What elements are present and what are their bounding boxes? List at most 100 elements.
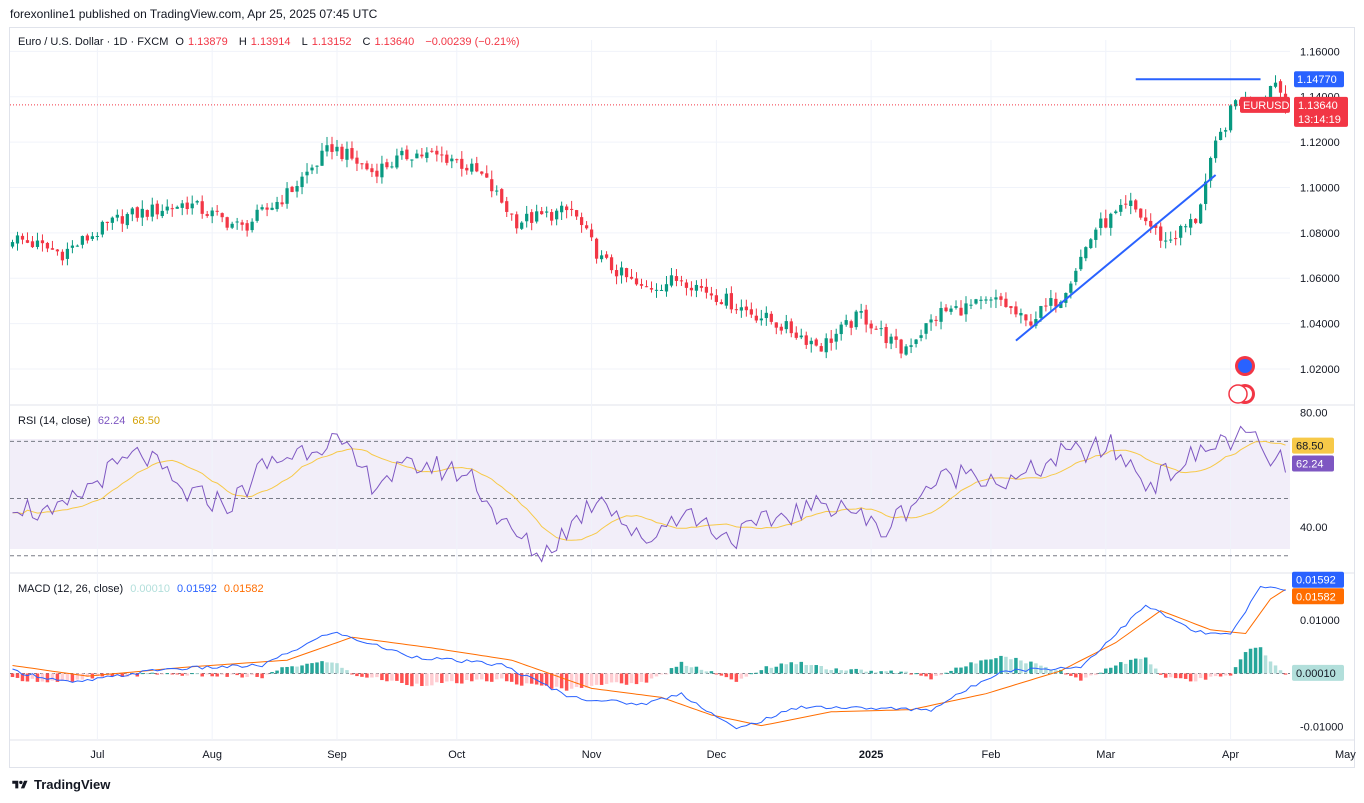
candle-body <box>545 211 549 213</box>
time-tick-label: Nov <box>582 749 602 761</box>
candle-body <box>794 332 798 338</box>
macd-histogram-bar <box>814 665 818 674</box>
candle-body <box>769 313 773 322</box>
candle-body <box>400 150 404 156</box>
candle-body <box>629 276 634 279</box>
macd-histogram-bar <box>874 672 878 674</box>
macd-histogram-bar <box>524 673 529 684</box>
macd-histogram-bar <box>1168 673 1173 678</box>
candle-body <box>460 158 464 169</box>
candle-body <box>814 339 818 346</box>
macd-histogram-bar <box>964 666 968 674</box>
tradingview-footer[interactable]: TradingView <box>10 777 110 792</box>
candle-body <box>869 323 873 329</box>
candle-body <box>1059 301 1063 308</box>
macd-histogram-bar <box>644 673 649 683</box>
macd-histogram-bar <box>554 673 559 687</box>
macd-histogram-bar <box>75 673 80 680</box>
time-tick-label: Aug <box>202 749 222 761</box>
macd-histogram-bar <box>924 673 928 677</box>
candle-body <box>230 223 234 228</box>
macd-histogram-bar <box>45 673 50 683</box>
candle-body <box>475 163 479 172</box>
macd-histogram-bar <box>759 670 764 674</box>
macd-histogram-bar <box>729 673 734 680</box>
macd-histogram-bar <box>480 673 484 680</box>
macd-histogram-bar <box>20 673 25 682</box>
macd-histogram-bar <box>779 663 784 674</box>
candle-body <box>924 323 928 334</box>
candle-body <box>1179 226 1183 238</box>
candle-body <box>450 158 454 162</box>
macd-histogram-bar <box>1263 655 1268 674</box>
candle-body <box>515 214 519 229</box>
macd-histogram-bar <box>649 673 654 679</box>
macd-histogram-bar <box>150 672 155 674</box>
macd-histogram-bar <box>170 673 174 675</box>
macd-histogram-bar <box>125 673 130 677</box>
macd-histogram-bar <box>25 673 30 682</box>
candle-body <box>929 319 933 323</box>
candle-body <box>979 299 983 301</box>
candle-body <box>445 154 449 163</box>
macd-histogram-bar <box>385 673 389 682</box>
macd-histogram-bar <box>654 673 659 677</box>
candle-body <box>335 146 339 152</box>
rsi-ma-tag-text: 68.50 <box>1296 441 1324 453</box>
macd-histogram-bar <box>130 673 135 675</box>
candle-body <box>340 146 344 160</box>
candle-body <box>25 240 30 243</box>
candle-body <box>120 216 124 224</box>
macd-histogram-bar <box>80 673 85 680</box>
tradingview-logo-icon <box>12 780 28 788</box>
candle-body <box>490 179 494 192</box>
candle-body <box>1159 226 1163 241</box>
macd-title[interactable]: MACD (12, 26, close) <box>18 583 124 595</box>
candle-body <box>589 229 594 238</box>
candle-body <box>320 150 324 166</box>
macd-histogram-bar <box>175 673 179 675</box>
macd-histogram-bar <box>70 673 75 682</box>
candle-body <box>440 154 444 156</box>
candle-body <box>1109 213 1113 228</box>
macd-histogram-bar <box>1059 669 1063 674</box>
candle-body <box>1069 283 1073 293</box>
candle-body <box>20 235 25 240</box>
macd-value-tag <box>1292 571 1344 588</box>
candle-body <box>739 307 743 311</box>
candle-body <box>1114 211 1118 214</box>
macd-histogram-bar <box>869 670 873 674</box>
rsi-tag <box>1292 455 1334 472</box>
macd-histogram-bar <box>1208 673 1213 677</box>
candle-body <box>1218 131 1223 140</box>
rsi-title[interactable]: RSI (14, close) <box>18 415 91 427</box>
macd-histogram-bar <box>619 673 624 684</box>
macd-histogram-bar <box>839 670 843 674</box>
candle-body <box>734 309 738 311</box>
candle-body <box>879 328 883 330</box>
time-tick-label: 2025 <box>859 749 883 761</box>
candle-body <box>799 335 803 338</box>
macd-histogram-bar <box>425 673 429 686</box>
candle-body <box>674 276 679 281</box>
time-tick-label: Jul <box>90 749 104 761</box>
macd-histogram-bar <box>200 673 204 677</box>
macd-histogram-bar <box>589 673 594 686</box>
macd-histogram-bar <box>694 666 699 674</box>
macd-histogram-bar <box>944 672 948 674</box>
candle-body <box>1104 218 1108 228</box>
candle-body <box>1019 312 1023 316</box>
macd-histogram-bar <box>395 673 399 681</box>
rsi-legend: RSI (14, close) 62.24 68.50 <box>18 415 164 427</box>
macd-histogram-bar <box>1218 673 1223 677</box>
candle-body <box>365 163 369 170</box>
candle-body <box>395 155 399 168</box>
macd-histogram-bar <box>614 673 619 683</box>
candle-body <box>774 322 778 328</box>
symbol-title[interactable]: Euro / U.S. Dollar · 1D · FXCM <box>18 36 169 48</box>
candle-body <box>140 208 144 218</box>
macd-histogram-bar <box>989 659 993 674</box>
macd-histogram-bar <box>1203 673 1208 680</box>
candle-body <box>305 171 309 176</box>
